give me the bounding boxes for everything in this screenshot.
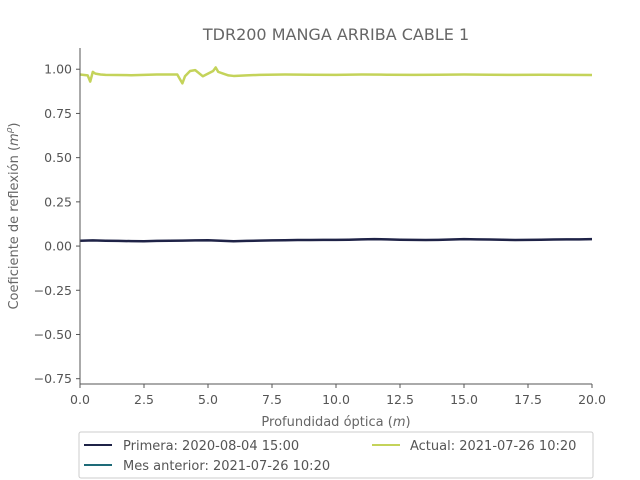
series-line-2 <box>79 66 593 85</box>
y-tick-label: 1.00 <box>44 62 72 77</box>
y-tick-label: 0.00 <box>44 239 72 254</box>
y-axis-title-close: ) <box>7 122 22 127</box>
y-tick-label: 0.50 <box>44 150 72 165</box>
x-axis-label: Profundidad óptica <box>261 415 383 430</box>
x-tick-label: 17.5 <box>514 392 542 407</box>
y-tick-label: −0.50 <box>34 327 72 342</box>
y-tick-label: 0.25 <box>44 194 72 209</box>
series-line-0 <box>79 237 593 243</box>
y-axis-unit: m <box>7 133 22 146</box>
x-tick-label: 15.0 <box>450 392 478 407</box>
legend-label-primera: Primera: 2020-08-04 15:00 <box>123 439 299 454</box>
y-tick-label: −0.75 <box>34 371 72 386</box>
y-axis-title: Coeficiente de reflexión (mρ) <box>5 122 22 309</box>
chart-title: TDR200 MANGA ARRIBA CABLE 1 <box>202 25 469 44</box>
x-tick-label: 10.0 <box>322 392 350 407</box>
y-axis-label: Coeficiente de reflexión <box>7 155 22 309</box>
x-tick-label: 7.5 <box>262 392 282 407</box>
x-axis-title: Profundidad óptica (m) <box>261 415 410 430</box>
x-tick-label: 0.0 <box>70 392 90 407</box>
x-tick-label: 12.5 <box>386 392 414 407</box>
legend-label-actual: Actual: 2021-07-26 10:20 <box>410 439 576 454</box>
x-tick-label: 5.0 <box>198 392 218 407</box>
legend: Primera: 2020-08-04 15:00 Mes anterior: … <box>78 431 594 479</box>
y-axis-unit-exponent: ρ <box>5 127 15 133</box>
series-layer <box>79 66 593 243</box>
x-axis-unit: m <box>393 415 406 430</box>
x-tick-label: 20.0 <box>578 392 606 407</box>
y-axis-ticks: 1.00 0.75 0.50 0.25 0.00 −0.25 −0.50 −0.75 <box>34 62 80 386</box>
y-tick-label: 0.75 <box>44 106 72 121</box>
y-tick-label: −0.25 <box>34 283 72 298</box>
legend-label-mes-anterior: Mes anterior: 2021-07-26 10:20 <box>123 459 330 474</box>
x-axis-ticks: 0.0 2.5 5.0 7.5 10.0 12.5 15.0 17.5 20.0 <box>70 384 606 407</box>
legend-frame <box>78 431 594 479</box>
x-tick-label: 2.5 <box>134 392 154 407</box>
